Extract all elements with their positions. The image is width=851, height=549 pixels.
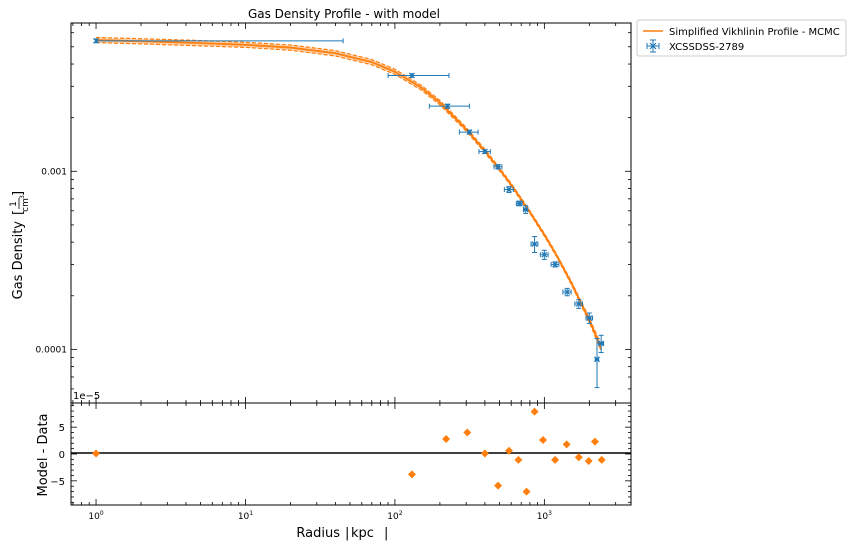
y-tick-label: 0.001 <box>41 167 67 177</box>
legend: Simplified Vikhlinin Profile - MCMC XCSS… <box>636 19 847 57</box>
y-tick-label: 0.0001 <box>36 345 68 355</box>
x-axis-label: Radius | kpc | <box>296 526 388 541</box>
x-tick-label: 102 <box>387 510 402 522</box>
offset-text: 1e−5 <box>73 391 100 402</box>
residual-panel: 100 101 102 103 5 0 −5 <box>50 402 632 522</box>
y-label-unit-numerator: 1 <box>9 201 19 207</box>
x-label-text: Radius <box>296 526 340 541</box>
x-marker <box>598 340 605 347</box>
x-marker <box>506 186 512 193</box>
residual-marker <box>597 455 606 464</box>
data-point <box>515 200 523 207</box>
data-point <box>493 163 503 170</box>
density-y-label: Gas Density [ 1 cm 3 ] <box>9 191 31 299</box>
residual-marker <box>505 446 514 455</box>
legend-data-marker <box>649 42 657 50</box>
x-tick-label: 103 <box>537 510 552 522</box>
y-label-bracket-close: ] <box>11 191 26 196</box>
x-marker <box>552 261 559 268</box>
x-marker <box>522 206 529 213</box>
res-y-tick-label: 0 <box>59 450 65 461</box>
residual-marker <box>551 455 560 464</box>
data-points <box>93 37 605 389</box>
model-band-lower <box>96 41 602 352</box>
x-marker <box>466 129 473 135</box>
data-point <box>522 205 529 214</box>
data-point <box>93 37 344 44</box>
data-point <box>530 236 539 253</box>
x-marker <box>531 241 538 248</box>
legend-data-swatch <box>646 39 660 53</box>
residual-marker <box>442 434 451 443</box>
res-y-tick-label: 5 <box>59 423 65 434</box>
y-label-text: Gas Density <box>11 221 26 300</box>
data-point <box>598 334 605 354</box>
residual-marker <box>539 436 548 445</box>
x-marker <box>564 289 571 295</box>
x-marker <box>586 315 593 321</box>
x-marker <box>481 148 488 155</box>
data-point <box>539 249 549 260</box>
x-marker <box>594 356 600 363</box>
residual-plot-frame <box>70 402 632 506</box>
density-panel: 0.001 0.0001 1e−5 <box>36 22 632 404</box>
x-label-unit: kpc <box>351 526 374 541</box>
model-curve <box>96 39 603 349</box>
x-tick-label: 101 <box>238 510 253 522</box>
residual-marker <box>584 456 593 465</box>
residual-marker <box>494 481 503 490</box>
x-marker <box>93 37 99 44</box>
data-point <box>594 338 600 389</box>
data-point <box>585 312 594 324</box>
x-marker <box>541 251 548 258</box>
legend-data-label: XCSSDSS-2789 <box>669 42 744 53</box>
legend-model-label: Simplified Vikhlinin Profile - MCMC <box>669 27 840 38</box>
data-point <box>503 186 514 194</box>
data-point <box>574 299 584 309</box>
residual-marker <box>562 440 571 449</box>
data-point <box>562 287 572 297</box>
x-label-close-bar: | <box>384 526 388 541</box>
y-label-unit-denominator: cm <box>21 198 31 212</box>
residual-marker <box>480 449 489 458</box>
model-line <box>96 39 603 349</box>
residual-points <box>92 407 606 496</box>
data-point <box>550 261 560 268</box>
y-label-bracket-open: [ <box>11 210 26 215</box>
data-point <box>478 148 491 155</box>
x-label-open-bar: | <box>345 526 349 541</box>
data-point <box>458 129 479 135</box>
legend-frame <box>636 19 847 57</box>
x-marker <box>516 200 523 207</box>
chart-title: Gas Density Profile - with model <box>248 7 440 21</box>
residual-y-label: Model - Data <box>36 413 51 496</box>
x-tick-label: 100 <box>88 510 103 522</box>
y-label-unit-exponent: 3 <box>19 195 26 199</box>
residual-marker <box>590 437 599 446</box>
data-point <box>387 72 450 79</box>
res-y-tick-label: −5 <box>50 477 65 488</box>
data-point <box>428 103 470 110</box>
x-marker <box>495 163 501 170</box>
residual-marker <box>514 455 523 464</box>
residual-marker <box>530 407 539 416</box>
x-marker <box>409 72 415 79</box>
x-marker <box>575 300 582 307</box>
residual-marker <box>522 487 531 496</box>
residual-marker <box>407 470 416 479</box>
x-marker <box>444 103 451 110</box>
residual-marker <box>92 449 101 458</box>
residual-marker <box>463 428 472 437</box>
residual-marker <box>574 453 583 462</box>
